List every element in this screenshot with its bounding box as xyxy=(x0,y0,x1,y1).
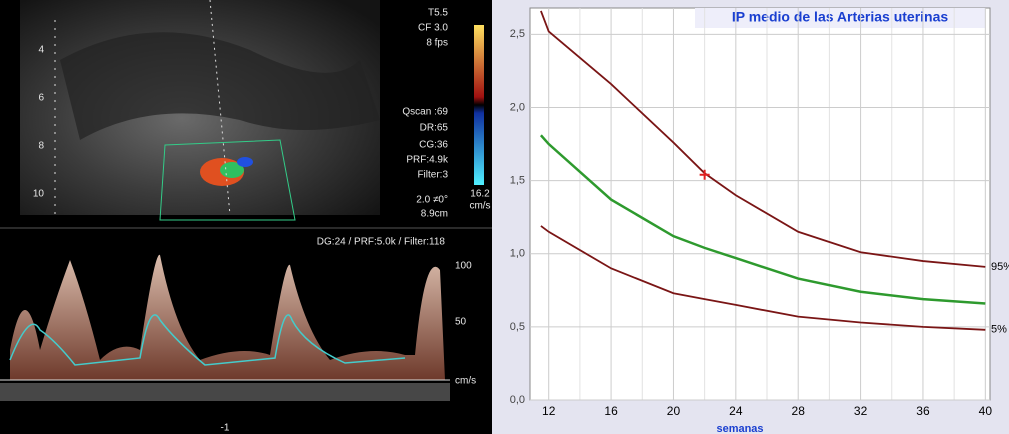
setting: T5.5 xyxy=(428,8,448,19)
plot-area xyxy=(530,8,990,400)
y-tick-label: 1,5 xyxy=(510,175,525,187)
x-tick-label: 20 xyxy=(667,404,681,418)
velocity-label: 50 xyxy=(455,317,467,328)
color-flow xyxy=(237,157,253,167)
param: 2.0 ≠0° xyxy=(416,195,448,206)
param: 8.9cm xyxy=(421,209,448,220)
x-tick-label: 16 xyxy=(604,404,618,418)
y-tick-label: 1,0 xyxy=(510,248,525,260)
param: Qscan :69 xyxy=(402,107,448,118)
setting: CF 3.0 xyxy=(418,23,448,34)
x-axis-label: semanas xyxy=(716,423,763,434)
param: DR:65 xyxy=(420,123,449,134)
chart-title: IP medio de las Arterias uterinas xyxy=(732,9,949,25)
scale-label: 16.2 xyxy=(470,189,490,200)
ultrasound-panel: T5.5 CF 3.0 8 fps Qscan :69 DR:65 CG:36 … xyxy=(0,0,492,434)
x-tick-label: 12 xyxy=(542,404,556,418)
screen: T5.5 CF 3.0 8 fps Qscan :69 DR:65 CG:36 … xyxy=(0,0,1009,434)
x-tick-label: 40 xyxy=(979,404,993,418)
time-label: -1 xyxy=(221,423,230,434)
param: CG:36 xyxy=(419,140,448,151)
depth-label: 6 xyxy=(38,93,44,104)
series-label: 95% xyxy=(991,261,1009,273)
depth-label: 4 xyxy=(38,45,44,56)
x-tick-label: 36 xyxy=(916,404,930,418)
x-tick-label: 28 xyxy=(792,404,806,418)
velocity-label: 100 xyxy=(455,261,472,272)
y-tick-label: 0,5 xyxy=(510,321,525,333)
y-tick-label: 2,0 xyxy=(510,101,525,113)
velocity-label: cm/s xyxy=(455,376,476,387)
depth-label: 10 xyxy=(33,189,45,200)
doppler-noise xyxy=(0,383,450,401)
param: PRF:4.9k xyxy=(406,155,449,166)
doppler-header: DG:24 / PRF:5.0k / Filter:118 xyxy=(317,237,446,248)
y-tick-label: 2,5 xyxy=(510,28,525,40)
color-scale xyxy=(474,25,484,185)
x-tick-label: 32 xyxy=(854,404,868,418)
scale-label: cm/s xyxy=(469,201,490,212)
y-tick-label: 0,0 xyxy=(510,394,525,406)
depth-label: 8 xyxy=(38,141,44,152)
param: Filter:3 xyxy=(417,170,448,181)
setting: 8 fps xyxy=(426,38,448,49)
x-tick-label: 24 xyxy=(729,404,743,418)
series-label: 5% xyxy=(991,324,1007,336)
